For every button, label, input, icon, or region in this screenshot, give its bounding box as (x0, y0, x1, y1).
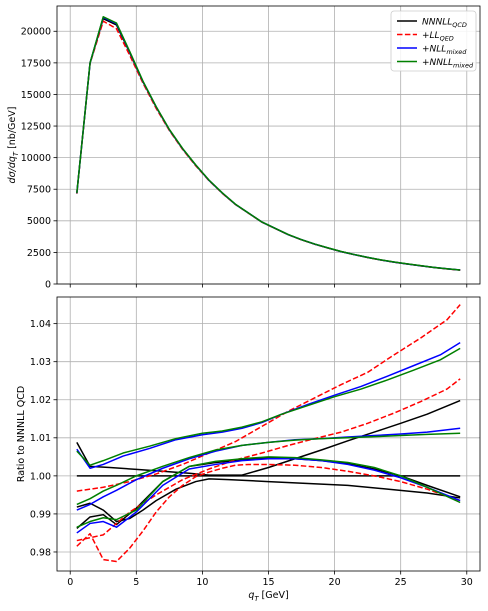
bottom-series-line-10 (76, 347, 461, 466)
legend: NNNLLQCD+LLQED +NLLmixed+NNLLmixed (390, 10, 477, 72)
bottom-xtick-label-1: 5 (133, 577, 139, 588)
bottom-ytick-label-0: 0.98 (30, 547, 51, 558)
bottom-series-line-12 (76, 456, 461, 528)
bottom-xlabel: qT [GeV] (248, 590, 288, 603)
legend-entry-1: +LLQED (422, 31, 454, 43)
top-ytick-label-0: 0 (45, 279, 51, 290)
bottom-ytick-label-2: 1.00 (30, 471, 51, 482)
top-ytick-label-7: 17500 (21, 58, 51, 69)
bottom-ytick-label-3: 1.01 (30, 433, 51, 444)
bottom-series-line-3 (76, 456, 461, 529)
bottom-ytick-label-6: 1.04 (30, 319, 51, 330)
bottom-series-line-11 (76, 432, 461, 506)
top-series-group (76, 15, 461, 271)
bottom-xtick-label-3: 15 (262, 577, 274, 588)
top-ytick-label-3: 7500 (27, 185, 51, 196)
bottom-xtick-label-2: 10 (196, 577, 208, 588)
top-ytick-label-4: 10000 (21, 153, 51, 164)
legend-entry-2: +NLLmixed (422, 45, 467, 57)
bottom-ylabel: Ratio to NNNLL QCD (16, 386, 27, 482)
bottom-series-line-9 (76, 457, 461, 534)
bottom-series-line-7 (76, 342, 461, 469)
bottom-xtick-label-5: 25 (395, 577, 407, 588)
bottom-ytick-label-4: 1.02 (30, 395, 51, 406)
legend-box (390, 10, 477, 72)
top-ytick-label-5: 12500 (21, 121, 51, 132)
bottom-ytick-label-1: 0.99 (30, 509, 51, 520)
top-ytick-label-2: 5000 (27, 216, 51, 227)
bottom-ytick-label-5: 1.03 (30, 357, 51, 368)
top-ylabel: dσ/dqT [nb/GeV] (7, 107, 20, 184)
bottom-series-line-5 (76, 378, 461, 542)
bottom-series-line-2 (76, 478, 461, 523)
bottom-series-line-1 (76, 399, 461, 476)
bottom-xtick-label-4: 20 (329, 577, 341, 588)
top-ytick-label-6: 15000 (21, 90, 51, 101)
bottom-series-group (76, 304, 461, 563)
bottom-series-line-6 (76, 463, 461, 563)
legend-entry-3: +NNLLmixed (422, 58, 474, 70)
top-series-line-3 (76, 15, 461, 271)
top-ytick-label-1: 2500 (27, 248, 51, 259)
bottom-xtick-label-0: 0 (67, 577, 73, 588)
bottom-panel: 0 5 10 15 20 25 30 0.98 0.99 1.00 1.01 1.02 1.03 1.04… (16, 296, 481, 603)
top-ytick-label-8: 20000 (21, 27, 51, 38)
legend-entry-0: NNNLLQCD (422, 18, 467, 30)
bottom-series-line-4 (76, 304, 461, 492)
bottom-xtick-label-6: 30 (461, 577, 473, 588)
